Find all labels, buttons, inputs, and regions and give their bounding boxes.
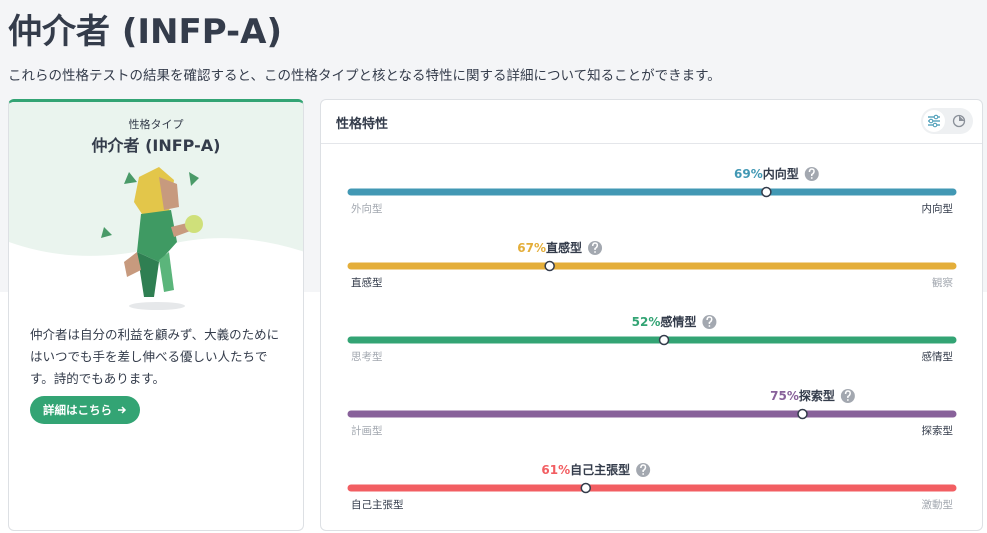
view-toggle[interactable] [921, 108, 973, 134]
help-glyph [706, 316, 713, 324]
page-title: 仲介者 (INFP-A) [8, 12, 282, 52]
traits-title: 性格特性 [336, 117, 389, 132]
trait-right: 内向型 [922, 202, 954, 215]
type-description: 仲介者は自分の利益を顧みず、大義のためにはいつでも手を差し伸べる優しい人たちです… [30, 327, 280, 386]
trait-label: 67%直感型 [517, 240, 582, 255]
help-dot [642, 473, 645, 475]
trait-knob [544, 260, 555, 272]
trait-right: 探索型 [922, 424, 954, 437]
help-dot [846, 399, 849, 401]
trait-label: 61%自己主張型 [541, 462, 630, 477]
trait-name: 感情型 [660, 314, 696, 329]
type-card: 性格タイプ 仲介者 (INFP-A) 仲介者は自分の利益を顧みず、大義のためには… [8, 99, 304, 531]
trait-percent: 69% [734, 167, 763, 181]
trait-knob [797, 408, 808, 420]
help-glyph [808, 168, 815, 176]
trait-label: 69%内向型 [734, 166, 799, 181]
trait-name: 直感型 [546, 240, 582, 255]
type-kicker: 性格タイプ [128, 118, 184, 131]
trait-percent: 52% [632, 315, 661, 329]
trait-left: 思考型 [351, 350, 383, 363]
trait-right: 激動型 [922, 498, 954, 511]
trait-percent: 61% [541, 463, 570, 477]
page-subtitle: これらの性格テストの結果を確認すると、この性格タイプと核となる特性に関する詳細に… [8, 68, 721, 84]
help-dot [708, 325, 711, 327]
trait-knob [658, 334, 670, 346]
help-dot [594, 251, 596, 253]
trait-name: 自己主張型 [570, 462, 630, 477]
trait-knob [761, 186, 772, 198]
help-glyph [640, 464, 647, 472]
more-button[interactable]: 詳細はこちら [30, 396, 140, 424]
trait-label: 52%感情型 [632, 314, 697, 329]
button-label[interactable]: 詳細はこちら [43, 403, 112, 417]
type-name: 仲介者 (INFP-A) [91, 136, 221, 155]
trait-percent: 67% [517, 241, 546, 255]
trait-name: 探索型 [799, 388, 835, 403]
arrow-icon [118, 406, 127, 414]
trait-percent: 75% [770, 389, 799, 403]
trait-right: 観察 [932, 276, 953, 289]
trait-left: 直感型 [351, 276, 383, 289]
trait-knob [580, 482, 592, 494]
illustration [9, 102, 303, 310]
trait-left: 自己主張型 [351, 498, 404, 511]
trait-left: 計画型 [351, 424, 383, 437]
trait-name: 内向型 [763, 166, 799, 181]
help-glyph [844, 390, 851, 398]
traits-card: 性格特性 69%内向型 外向型 内向型 67%直感型 直感型 観察 52%感情型 思考型 感情型… [320, 99, 983, 531]
divider [321, 143, 982, 144]
trait-left: 外向型 [351, 202, 383, 215]
toggle-icons [923, 110, 966, 132]
trait-label: 75%探索型 [770, 388, 835, 403]
help-dot [810, 177, 813, 179]
trait-right: 感情型 [922, 350, 954, 363]
help-glyph [591, 242, 599, 250]
